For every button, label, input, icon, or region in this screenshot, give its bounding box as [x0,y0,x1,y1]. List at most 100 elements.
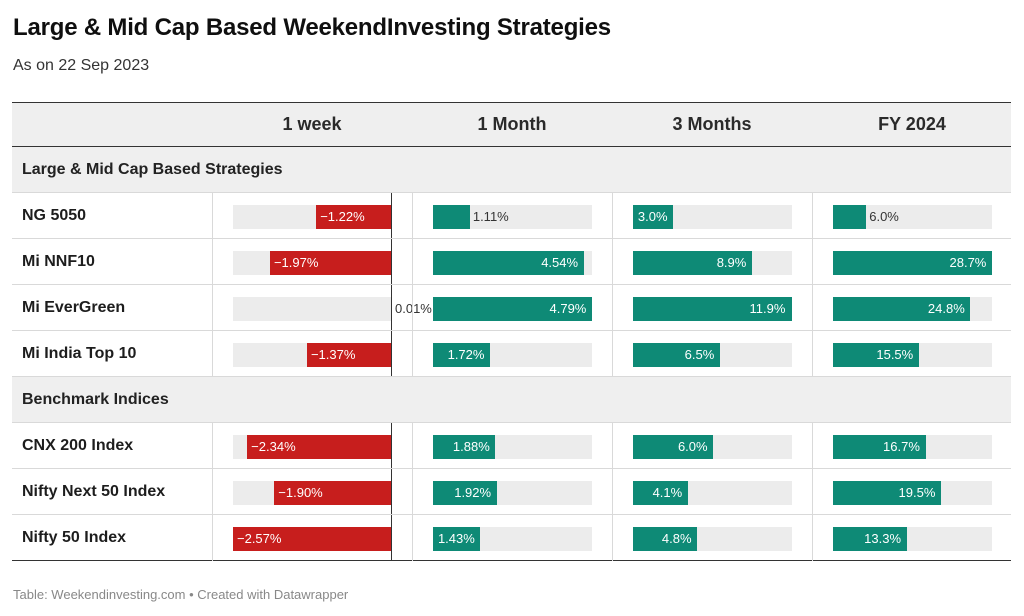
table-bottom-border [12,560,1011,561]
row-divider [12,376,1011,377]
row-divider [12,422,1011,423]
positive-bar [633,251,752,275]
value-label: −1.37% [310,347,356,362]
value-label: 1.11% [472,209,509,224]
bar-cell: −2.57% [212,515,412,561]
value-label: 16.7% [883,439,920,454]
table-top-border [12,102,1011,103]
bar-cell: 6.0% [812,193,1012,239]
value-label: 1.88% [452,439,490,454]
value-label: −2.34% [251,439,296,454]
positive-bar [833,343,919,367]
chart-title: Large & Mid Cap Based WeekendInvesting S… [13,14,611,41]
positive-bar [633,343,720,367]
returns-table: 1 week 1 Month 3 Months FY 2024 Large & Mid … [12,102,1011,562]
cell-separator [812,193,813,377]
row-divider [12,192,1011,193]
row-label: CNX 200 Index [22,437,134,454]
positive-bar [833,251,992,275]
row-label: Mi EverGreen [22,299,126,316]
positive-bar [433,251,584,275]
cell-separator [212,423,213,561]
bar-cell: 13.3% [812,515,1012,561]
bar-cell: 1.88% [412,423,612,469]
negative-bar [247,435,392,459]
bar-cell: 3.0% [612,193,812,239]
positive-bar [633,297,792,321]
value-label: 24.8% [927,301,965,316]
bar-cell: 19.5% [812,469,1012,515]
negative-bar [269,251,392,275]
table-header-row [12,102,1011,147]
header-bottom-border [12,146,1011,147]
column-header: 1 week [282,114,342,134]
column-header: FY 2024 [878,114,946,134]
value-label: −2.57% [237,531,282,546]
row-divider [12,514,1011,515]
bar-cell: −1.37% [212,331,412,377]
cell-separator [412,423,413,561]
bar-cell: 15.5% [812,331,1012,377]
value-label: −1.90% [278,485,323,500]
value-label: 0.01% [395,301,432,316]
value-label: −1.22% [320,209,365,224]
row-label: Mi NNF10 [22,253,95,270]
group-header-row: Large & Mid Cap Based Strategies [12,147,1011,193]
value-label: 8.9% [716,255,747,270]
positive-bar [433,435,496,459]
zero-line [391,423,393,469]
positive-bar [833,205,867,229]
cell-separator [612,193,613,377]
positive-bar [833,297,971,321]
bar-cell: 28.7% [812,239,1012,285]
bar-cell: −2.34% [212,423,412,469]
value-label: 6.0% [677,439,708,454]
negative-bar [316,205,392,229]
bar-cell: 24.8% [812,285,1012,331]
column-header: 1 Month [477,114,547,134]
positive-bar [433,527,481,551]
bar-cell: 1.11% [412,193,612,239]
value-label: 28.7% [949,255,987,270]
zero-line [391,193,393,239]
row-label: Nifty 50 Index [22,529,127,546]
bar-cell: 4.1% [612,469,812,515]
row-label: Nifty Next 50 Index [22,483,166,500]
positive-bar [433,297,592,321]
positive-bar [633,435,714,459]
zero-line [391,331,393,377]
value-label: 4.54% [541,255,579,270]
source-footer: Table: Weekendinvesting.com • Created wi… [13,587,349,602]
row-divider [12,284,1011,285]
row-divider [12,238,1011,239]
value-label: 15.5% [876,347,914,362]
bar-cell: −1.97% [212,239,412,285]
value-label: 4.1% [652,485,683,500]
value-label: 11.9% [749,301,786,316]
bar-cell: 0.01% [212,285,432,331]
positive-bar [433,205,470,229]
zero-line [391,239,393,285]
positive-bar [433,481,497,505]
column-header: 3 Months [672,114,752,134]
cell-separator [212,193,213,377]
cell-separator [812,423,813,561]
group-label: Benchmark Indices [22,391,169,408]
value-label: 6.5% [684,347,715,362]
positive-bar [833,527,907,551]
row-divider [12,468,1011,469]
value-label: 4.79% [549,301,587,316]
value-label: 3.0% [637,209,668,224]
group-label: Large & Mid Cap Based Strategies [22,161,283,178]
zero-line [391,515,393,561]
value-label: 4.8% [661,531,692,546]
bar-cell: 6.5% [612,331,812,377]
value-label: −1.97% [273,255,319,270]
positive-bar [633,481,688,505]
zero-line [391,285,393,331]
positive-bar [833,435,926,459]
negative-bar [306,343,392,367]
bar-cell: 4.79% [412,285,612,331]
value-label: 1.92% [454,485,492,500]
bar-cell: −1.22% [212,193,412,239]
